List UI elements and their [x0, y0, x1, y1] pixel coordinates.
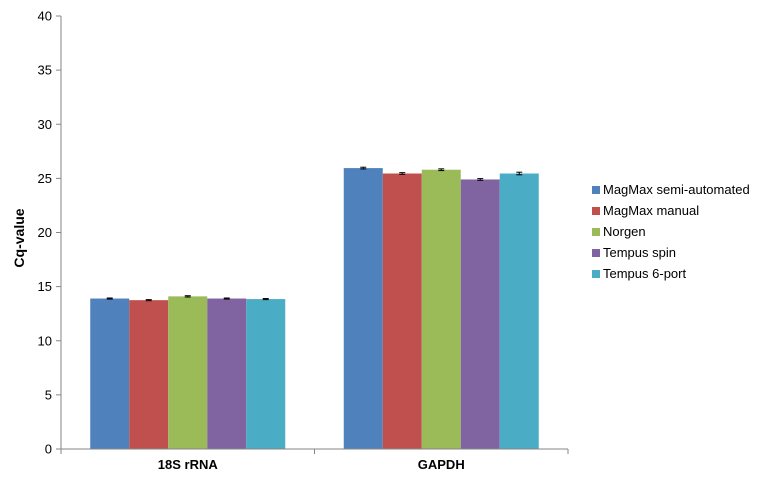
bar: [90, 298, 130, 449]
bars: [90, 168, 539, 449]
bar: [499, 173, 539, 449]
bar: [343, 168, 383, 449]
y-tick-label: 35: [38, 63, 52, 78]
legend-swatch: [592, 207, 600, 215]
y-tick-label: 30: [38, 117, 52, 132]
y-tick-label: 25: [38, 171, 52, 186]
y-tick-label: 0: [45, 442, 52, 457]
y-tick-label: 10: [38, 333, 52, 348]
legend: MagMax semi-automated MagMax manual Norgen…: [592, 182, 750, 281]
y-axis-title: Cq-value: [11, 208, 27, 267]
y-tick-label: 15: [38, 279, 52, 294]
y-tick-label: 40: [38, 9, 52, 24]
legend-swatch: [592, 249, 600, 257]
x-category-label: 18S rRNA: [158, 457, 219, 472]
error-bars: [106, 166, 523, 302]
bar: [207, 298, 247, 449]
bar: [421, 169, 461, 449]
legend-swatch: [592, 186, 600, 194]
y-tick-label: 20: [38, 225, 52, 240]
bar: [246, 299, 286, 449]
bar: [129, 300, 169, 449]
y-tick-label: 5: [45, 387, 52, 402]
legend-label: Tempus 6-port: [603, 266, 686, 281]
legend-label: Norgen: [603, 224, 646, 239]
x-axis-categories: 18S rRNA GAPDH: [60, 449, 569, 472]
legend-swatch: [592, 228, 600, 236]
bar: [460, 179, 500, 449]
x-category-label: GAPDH: [418, 457, 465, 472]
legend-label: MagMax semi-automated: [603, 182, 750, 197]
y-axis-ticks: 0 5 10 15 20 25 30 35 40: [38, 9, 61, 457]
bar: [382, 173, 422, 449]
legend-label: Tempus spin: [603, 245, 676, 260]
bar: [168, 296, 208, 449]
legend-label: MagMax manual: [603, 203, 699, 218]
legend-swatch: [592, 270, 600, 278]
